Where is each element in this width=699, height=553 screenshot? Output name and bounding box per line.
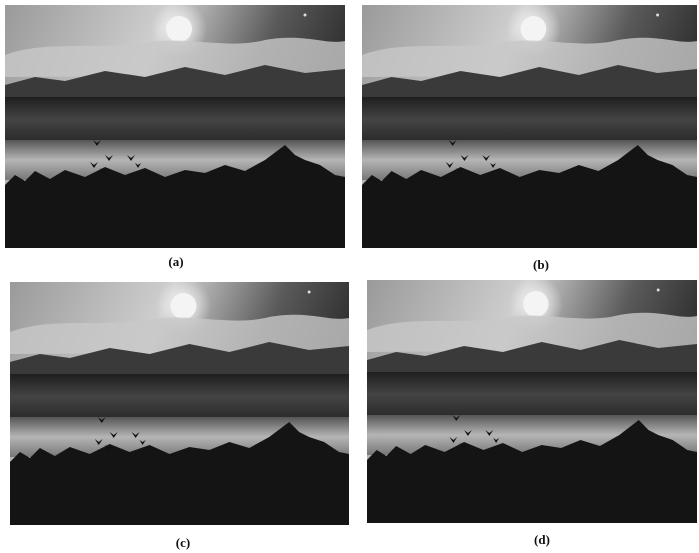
panel-label: (d)	[534, 532, 550, 547]
image-panel	[5, 1, 345, 248]
image-panel	[367, 276, 697, 523]
panel-label: (a)	[168, 254, 183, 269]
image-panel	[10, 278, 349, 525]
figure: (a) (b) (c) (d)	[0, 0, 699, 553]
image-panel	[362, 1, 697, 248]
panel-label: (c)	[176, 535, 190, 550]
panel-label: (b)	[533, 257, 549, 272]
page: {"panels": [{"label": "(a)"}, {"label": …	[0, 0, 699, 553]
